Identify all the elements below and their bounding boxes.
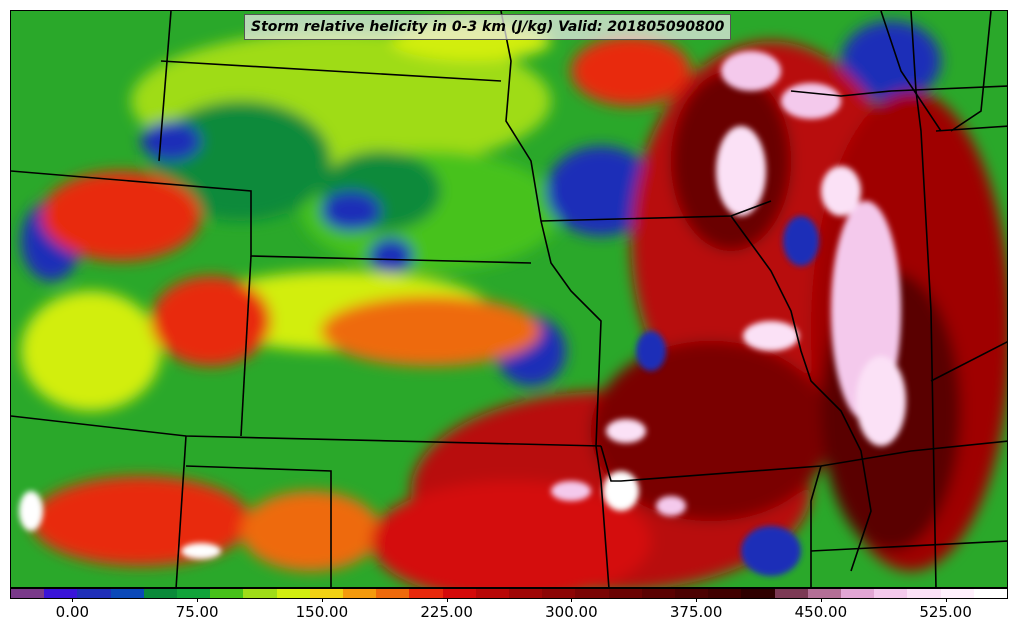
- colorbar-tick-mark: [820, 598, 822, 602]
- colorbar-segment: [442, 589, 476, 598]
- colorbar-segment: [475, 589, 510, 598]
- colorbar-tick-label: 150.00: [295, 603, 349, 621]
- colorbar-segment: [841, 589, 875, 598]
- colorbar-tick-mark: [321, 598, 323, 602]
- colorbar-segment: [243, 589, 277, 598]
- colorbar-tick-label: 375.00: [669, 603, 723, 621]
- colorbar-segment: [675, 589, 709, 598]
- colorbar-segment: [807, 589, 842, 598]
- colorbar-tick-label: 300.00: [545, 603, 598, 621]
- colorbar-segment: [542, 589, 576, 598]
- colorbar-segment: [276, 589, 310, 598]
- colorbar: [10, 588, 1008, 599]
- colorbar-tick-label: 75.00: [175, 603, 219, 621]
- map-title: Storm relative helicity in 0-3 km (J/kg)…: [244, 14, 732, 40]
- colorbar-segment: [874, 589, 908, 598]
- colorbar-tick-label: 0.00: [55, 603, 90, 621]
- colorbar-segment: [608, 589, 642, 598]
- colorbar-segment: [143, 589, 178, 598]
- colorbar-segment: [44, 589, 78, 598]
- helicity-field-map: [11, 11, 1007, 587]
- colorbar-segment: [575, 589, 609, 598]
- colorbar-segment: [77, 589, 111, 598]
- colorbar-tick-mark: [72, 598, 74, 602]
- colorbar-segment: [343, 589, 377, 598]
- colorbar-segment: [110, 589, 144, 598]
- colorbar-segment: [641, 589, 676, 598]
- colorbar-segment: [774, 589, 808, 598]
- colorbar-segment: [11, 589, 45, 598]
- colorbar-segment: [907, 589, 941, 598]
- colorbar-segment: [177, 589, 211, 598]
- colorbar-segment: [973, 589, 1008, 598]
- colorbar-tick-mark: [945, 598, 947, 602]
- colorbar-tick-label: 225.00: [420, 603, 473, 621]
- colorbar-tick-mark: [197, 598, 199, 602]
- colorbar-tick-mark: [446, 598, 448, 602]
- colorbar-segment: [376, 589, 410, 598]
- colorbar-segment: [940, 589, 974, 598]
- colorbar-segment: [741, 589, 775, 598]
- colorbar-tick-mark: [696, 598, 698, 602]
- colorbar-segment: [708, 589, 742, 598]
- colorbar-segment: [409, 589, 443, 598]
- colorbar-segment: [210, 589, 244, 598]
- colorbar-segment: [509, 589, 543, 598]
- state-borders: [11, 11, 1007, 587]
- map-panel: [10, 10, 1008, 588]
- colorbar-tick-label: 450.00: [794, 603, 848, 621]
- colorbar-tick-label: 525.00: [919, 603, 972, 621]
- colorbar-segment: [309, 589, 344, 598]
- colorbar-tick-mark: [571, 598, 573, 602]
